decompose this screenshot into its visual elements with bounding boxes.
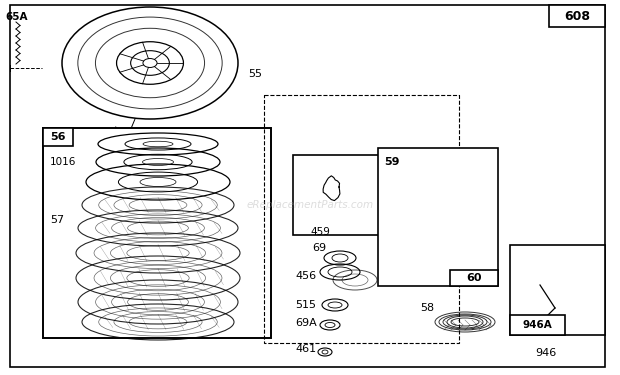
Text: 65A: 65A [5, 12, 27, 22]
Text: 60: 60 [466, 273, 482, 283]
Bar [510, 315, 565, 335]
Text: 515: 515 [295, 300, 316, 310]
Text: 461: 461 [295, 344, 316, 354]
Bar [510, 245, 605, 335]
Text: 946A: 946A [523, 320, 552, 330]
Text: 69: 69 [312, 243, 326, 253]
Text: 55: 55 [248, 69, 262, 79]
Text: 946: 946 [535, 348, 556, 358]
Bar [450, 270, 498, 286]
Text: 459: 459 [310, 227, 330, 237]
Text: 1016: 1016 [50, 157, 76, 167]
Text: 56: 56 [50, 132, 66, 142]
Text: 57: 57 [50, 215, 64, 225]
Bar [43, 128, 73, 146]
Bar [43, 128, 271, 338]
Text: 69A: 69A [295, 318, 317, 328]
Text: 58: 58 [420, 303, 434, 313]
Bar [378, 148, 498, 286]
Text: 608: 608 [564, 9, 590, 22]
Text: 59: 59 [384, 157, 399, 167]
Text: 456: 456 [295, 271, 316, 281]
Text: eReplacementParts.com: eReplacementParts.com [246, 200, 374, 210]
Bar [293, 155, 381, 235]
Bar [264, 95, 459, 343]
Bar [549, 5, 605, 27]
